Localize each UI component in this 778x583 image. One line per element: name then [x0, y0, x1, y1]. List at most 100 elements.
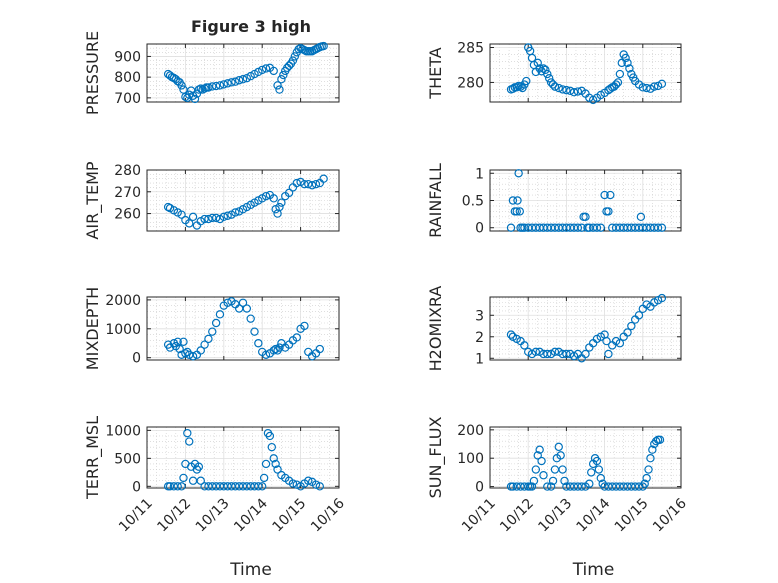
data-point: [546, 482, 556, 491]
data-point: [535, 445, 544, 454]
data-point: [290, 52, 300, 61]
data-point: [600, 190, 609, 200]
data-point: [653, 223, 663, 232]
data-point: [273, 81, 282, 90]
data-point: [581, 212, 590, 222]
data-point: [208, 327, 217, 336]
data-point: [541, 65, 550, 75]
data-point: [188, 352, 198, 361]
y-tick-label: 285: [457, 40, 484, 56]
data-point: [548, 476, 558, 486]
data-point: [234, 76, 244, 85]
data-point: [204, 83, 213, 92]
data-point: [242, 304, 252, 313]
data-point: [650, 82, 659, 91]
y-tick-label: 100: [457, 451, 484, 467]
x-axis-label: Time: [229, 560, 272, 580]
x-tick-label: 10/12: [154, 496, 194, 536]
data-point: [175, 344, 184, 354]
data-point: [508, 196, 518, 205]
data-point: [625, 64, 634, 73]
data-point: [554, 442, 563, 452]
data-point: [265, 431, 275, 441]
data-point: [640, 479, 649, 488]
subplot-rainfall: 0 0.5 1 RAINFALL: [426, 163, 682, 238]
data-point: [277, 198, 286, 207]
data-point: [592, 456, 602, 466]
y-tick-label: 500: [114, 451, 141, 467]
data-point: [259, 473, 269, 483]
data-point: [585, 479, 594, 488]
data-point: [284, 188, 294, 198]
x-tick-label: 10/13: [193, 496, 233, 536]
data-point: [506, 330, 516, 339]
y-axis-label: TERR_MSL: [83, 416, 103, 500]
data-point: [569, 88, 579, 97]
data-point: [651, 436, 661, 446]
data-point: [181, 349, 190, 358]
data-point: [621, 53, 630, 63]
data-point: [315, 482, 324, 491]
data-point: [307, 181, 317, 190]
data-point: [185, 90, 194, 99]
data-point: [183, 428, 192, 438]
data-point: [636, 212, 646, 222]
y-axis-label: PRESSURE: [83, 31, 102, 115]
subplot-h2omixra: 1 2 3 H2OMIXRA: [426, 286, 682, 371]
data-point: [311, 179, 321, 189]
data-point: [506, 223, 516, 232]
x-axis-label: Time: [572, 560, 615, 580]
data-point: [550, 82, 560, 91]
data-point: [300, 179, 309, 189]
data-point: [194, 462, 204, 471]
x-tick-label: 10/15: [270, 496, 310, 536]
data-point: [615, 339, 625, 348]
data-point: [179, 473, 188, 483]
subplot-air_temp: 260 270 280 AIR_TEMP: [83, 161, 340, 240]
data-point: [581, 349, 590, 359]
data-point: [527, 482, 537, 491]
data-point: [190, 94, 200, 104]
data-point: [611, 80, 621, 89]
data-point: [543, 349, 552, 359]
y-tick-label: 200: [457, 423, 484, 439]
data-point: [623, 58, 632, 68]
data-point: [204, 214, 213, 224]
plot-area: [490, 44, 681, 102]
data-point: [657, 293, 667, 303]
y-tick-label: 2: [475, 330, 484, 346]
y-tick-label: 260: [114, 207, 141, 223]
data-point: [223, 211, 232, 220]
data-point: [238, 75, 248, 84]
data-point: [208, 213, 217, 223]
data-point: [177, 482, 186, 491]
data-point: [271, 344, 280, 354]
data-point: [277, 75, 286, 84]
axes-box: [146, 43, 340, 103]
data-point: [543, 482, 552, 491]
data-point: [275, 85, 284, 94]
data-point: [602, 336, 611, 346]
data-point: [319, 41, 328, 51]
data-point: [223, 79, 232, 88]
y-tick-label: 900: [114, 49, 141, 65]
data-point: [533, 58, 542, 68]
data-point: [562, 349, 571, 359]
data-point: [258, 482, 267, 491]
data-point: [554, 83, 563, 93]
data-point: [275, 202, 284, 212]
data-point: [219, 80, 228, 89]
y-tick-label: 0.5: [462, 194, 484, 210]
data-point: [529, 476, 539, 486]
data-point: [613, 78, 623, 87]
y-tick-label: 1000: [105, 322, 141, 338]
data-point: [596, 473, 605, 483]
y-tick-label: 1000: [105, 423, 141, 439]
y-axis-label: MIXDEPTH: [83, 287, 102, 370]
data-point: [273, 465, 282, 474]
data-point: [211, 213, 221, 223]
subplot-terr_msl: 05001000TERR_MSL10/1110/1210/1310/1410/1…: [83, 416, 348, 580]
subplot-pressure: 700 800 900 PRESSURE Figure 3 high: [83, 17, 340, 115]
data-point: [208, 82, 217, 91]
